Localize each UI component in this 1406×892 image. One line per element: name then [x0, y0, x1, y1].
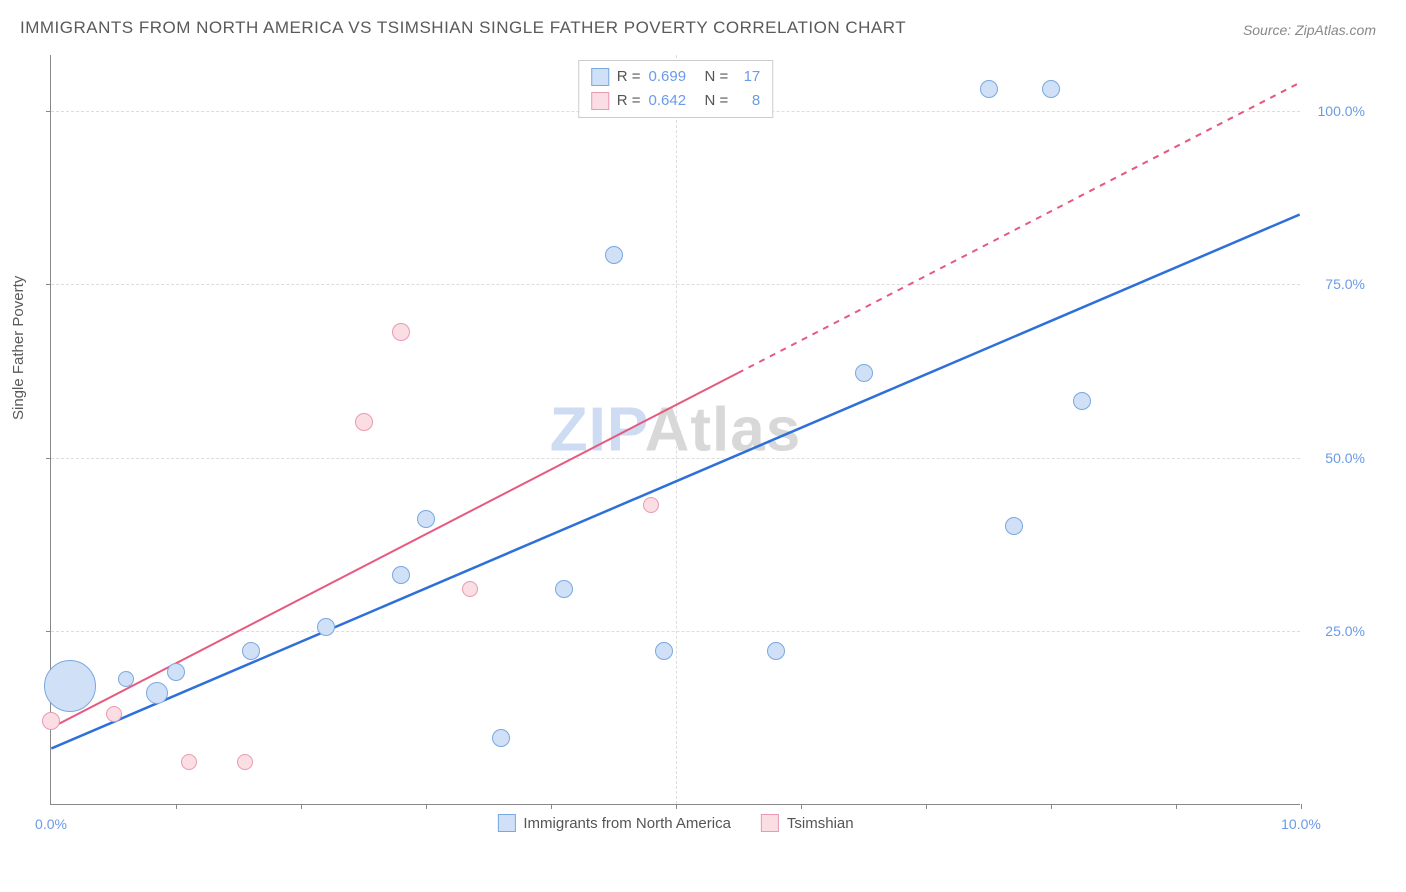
series-legend-label: Immigrants from North America	[523, 815, 731, 832]
data-point-immigrants	[118, 671, 134, 687]
data-point-tsimshian	[42, 712, 60, 730]
data-point-immigrants	[980, 80, 998, 98]
x-tick-mark	[801, 804, 802, 809]
y-tick-mark	[46, 631, 51, 632]
correlation-legend: R = 0.699 N = 17 R = 0.642 N = 8	[578, 60, 774, 118]
x-tick-label: 10.0%	[1281, 816, 1321, 832]
data-point-immigrants	[44, 660, 96, 712]
data-point-tsimshian	[355, 413, 373, 431]
data-point-tsimshian	[237, 754, 253, 770]
data-point-immigrants	[767, 642, 785, 660]
x-tick-mark	[301, 804, 302, 809]
data-point-tsimshian	[462, 581, 478, 597]
series-legend: Immigrants from North America Tsimshian	[497, 814, 853, 832]
legend-swatch-tsimshian	[591, 92, 609, 110]
data-point-immigrants	[555, 580, 573, 598]
data-point-immigrants	[605, 246, 623, 264]
x-tick-mark	[426, 804, 427, 809]
gridline-vertical	[676, 55, 677, 804]
y-tick-label: 75.0%	[1325, 276, 1365, 292]
watermark-atlas: Atlas	[645, 395, 802, 464]
legend-swatch	[761, 814, 779, 832]
trend-line-dashed-tsimshian	[738, 83, 1300, 373]
y-axis-label: Single Father Poverty	[10, 276, 27, 420]
data-point-tsimshian	[181, 754, 197, 770]
y-tick-mark	[46, 284, 51, 285]
x-tick-mark	[926, 804, 927, 809]
y-tick-label: 25.0%	[1325, 623, 1365, 639]
n-label: N =	[705, 65, 729, 89]
y-tick-mark	[46, 111, 51, 112]
y-tick-label: 100.0%	[1318, 103, 1365, 119]
r-value-tsimshian: 0.642	[649, 89, 697, 113]
data-point-tsimshian	[106, 706, 122, 722]
data-point-immigrants	[417, 510, 435, 528]
r-label: R =	[617, 89, 641, 113]
x-tick-mark	[1051, 804, 1052, 809]
data-point-tsimshian	[643, 497, 659, 513]
series-legend-item: Tsimshian	[761, 814, 854, 832]
data-point-immigrants	[167, 663, 185, 681]
data-point-immigrants	[1073, 392, 1091, 410]
data-point-immigrants	[492, 729, 510, 747]
y-tick-mark	[46, 458, 51, 459]
correlation-legend-row-immigrants: R = 0.699 N = 17	[591, 65, 761, 89]
data-point-immigrants	[146, 682, 168, 704]
data-point-immigrants	[1042, 80, 1060, 98]
data-point-immigrants	[317, 618, 335, 636]
n-value-tsimshian: 8	[736, 89, 760, 113]
x-tick-mark	[551, 804, 552, 809]
data-point-immigrants	[655, 642, 673, 660]
r-value-immigrants: 0.699	[649, 65, 697, 89]
x-tick-mark	[676, 804, 677, 809]
chart-plot-area: ZIPAtlas R =0.699N =17R =0.642N =8 Immig…	[50, 55, 1300, 805]
n-value-immigrants: 17	[736, 65, 760, 89]
source-attribution: Source: ZipAtlas.com	[1243, 22, 1376, 38]
x-tick-mark	[176, 804, 177, 809]
data-point-immigrants	[392, 566, 410, 584]
r-label: R =	[617, 65, 641, 89]
y-tick-label: 50.0%	[1325, 450, 1365, 466]
n-label: N =	[705, 89, 729, 113]
x-tick-mark	[1301, 804, 1302, 809]
data-point-immigrants	[1005, 517, 1023, 535]
correlation-legend-row-tsimshian: R = 0.642 N = 8	[591, 89, 761, 113]
watermark-zip: ZIP	[550, 395, 645, 464]
chart-title: IMMIGRANTS FROM NORTH AMERICA VS TSIMSHI…	[20, 18, 906, 38]
x-tick-mark	[1176, 804, 1177, 809]
data-point-immigrants	[242, 642, 260, 660]
data-point-tsimshian	[392, 323, 410, 341]
data-point-immigrants	[855, 364, 873, 382]
x-tick-label: 0.0%	[35, 816, 67, 832]
legend-swatch	[497, 814, 515, 832]
legend-swatch-immigrants	[591, 68, 609, 86]
trend-line-tsimshian	[51, 373, 738, 728]
series-legend-label: Tsimshian	[787, 815, 854, 832]
series-legend-item: Immigrants from North America	[497, 814, 731, 832]
